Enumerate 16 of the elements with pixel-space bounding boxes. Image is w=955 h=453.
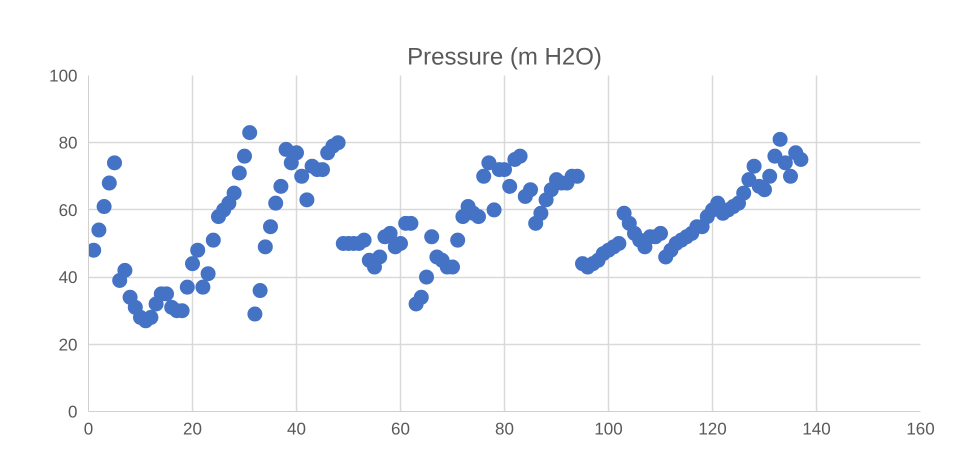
x-tick-label: 80 [495,420,514,438]
x-tick-label: 40 [287,420,306,438]
x-tick-label: 100 [594,420,623,438]
y-tick-label: 40 [58,268,78,288]
x-tick-label: 140 [802,420,831,438]
x-tick-label: 60 [391,420,410,438]
x-tick-label: 20 [183,420,202,438]
chart-title: Pressure (m H2O) [407,44,602,70]
y-tick-label: 60 [58,200,78,220]
x-tick-label: 120 [698,420,727,438]
y-tick-label: 100 [49,66,78,86]
y-tick-label: 20 [58,335,78,354]
y-tick-label: 0 [68,402,78,422]
y-tick-label: 80 [58,134,78,153]
x-tick-label: 160 [906,420,935,438]
x-tick-label: 0 [84,420,94,438]
